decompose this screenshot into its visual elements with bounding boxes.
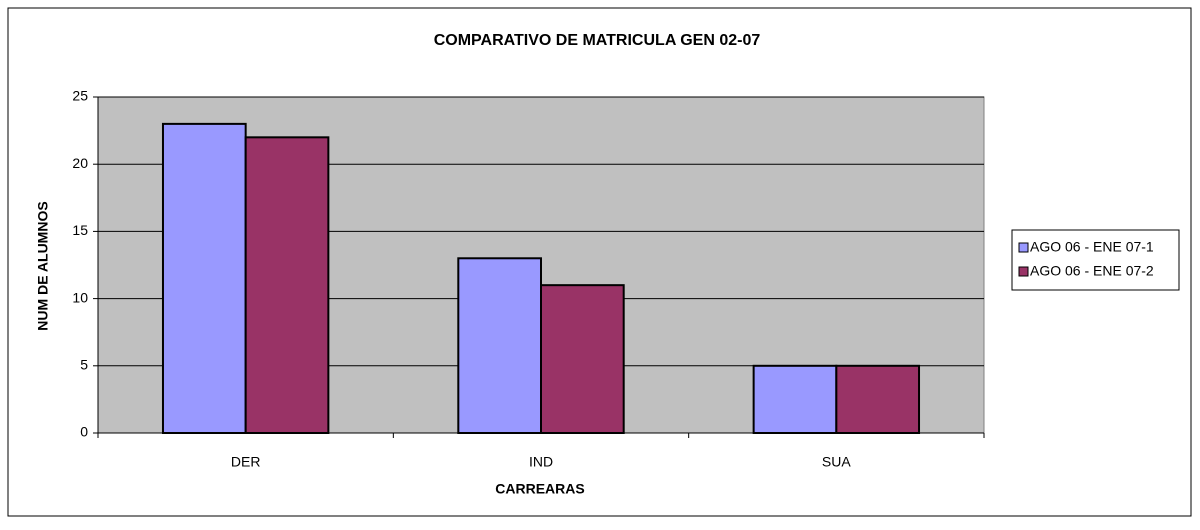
y-tick-label: 0: [80, 424, 88, 440]
bar: [457, 257, 543, 434]
legend-swatch: [1018, 242, 1029, 253]
bar: [752, 364, 838, 434]
bar: [540, 284, 625, 434]
y-tick-label: 5: [80, 357, 88, 373]
x-tick-label: IND: [529, 454, 553, 470]
x-axis-label: CARREARAS: [495, 481, 584, 497]
y-tick-label: 15: [72, 222, 88, 238]
bar: [835, 364, 921, 434]
y-axis-label: NUM DE ALUMNOS: [35, 201, 51, 330]
legend-frame: [1011, 229, 1180, 291]
bar: [161, 122, 247, 434]
x-tick-label: SUA: [822, 454, 851, 470]
y-tick-label: 25: [72, 88, 88, 104]
chart-title: COMPARATIVO DE MATRICULA GEN 02-07: [434, 32, 761, 49]
y-tick-label: 10: [72, 289, 88, 305]
legend-label: AGO 06 - ENE 07-2: [1030, 263, 1154, 279]
legend-swatch: [1018, 266, 1029, 277]
y-tick-label: 20: [72, 155, 88, 171]
x-tick-label: DER: [231, 454, 261, 470]
legend-label: AGO 06 - ENE 07-1: [1030, 239, 1154, 255]
bar: [244, 136, 330, 434]
